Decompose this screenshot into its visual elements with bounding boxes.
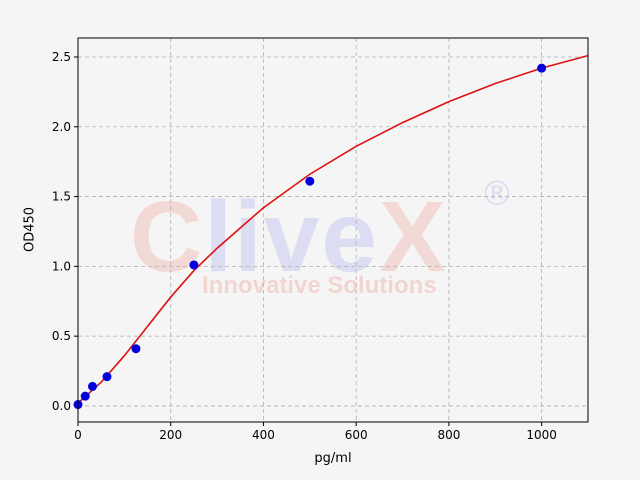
y-tick-label: 2.0 xyxy=(52,120,71,134)
data-point xyxy=(305,176,315,186)
y-tick-label: 0.0 xyxy=(52,399,71,413)
y-tick-label: 0.5 xyxy=(52,329,71,343)
x-tick-label: 400 xyxy=(252,428,275,442)
x-tick-label: 1000 xyxy=(526,428,557,442)
x-tick-label: 0 xyxy=(74,428,82,442)
data-point xyxy=(102,372,112,382)
data-point xyxy=(80,391,90,401)
data-point xyxy=(189,260,199,270)
fit-curve xyxy=(77,54,589,404)
x-tick-label: 800 xyxy=(437,428,460,442)
data-point xyxy=(537,63,547,73)
y-tick-label: 2.5 xyxy=(52,50,71,64)
x-axis-label: pg/ml xyxy=(314,451,352,466)
y-tick-label: 1.0 xyxy=(52,259,71,273)
data-point xyxy=(131,344,141,354)
y-axis-label: OD450 xyxy=(22,206,38,253)
plot-frame xyxy=(77,37,589,423)
x-tick-label: 600 xyxy=(345,428,368,442)
y-tick-label: 1.5 xyxy=(52,190,71,204)
x-tick-label: 200 xyxy=(159,428,182,442)
data-point xyxy=(87,381,97,391)
